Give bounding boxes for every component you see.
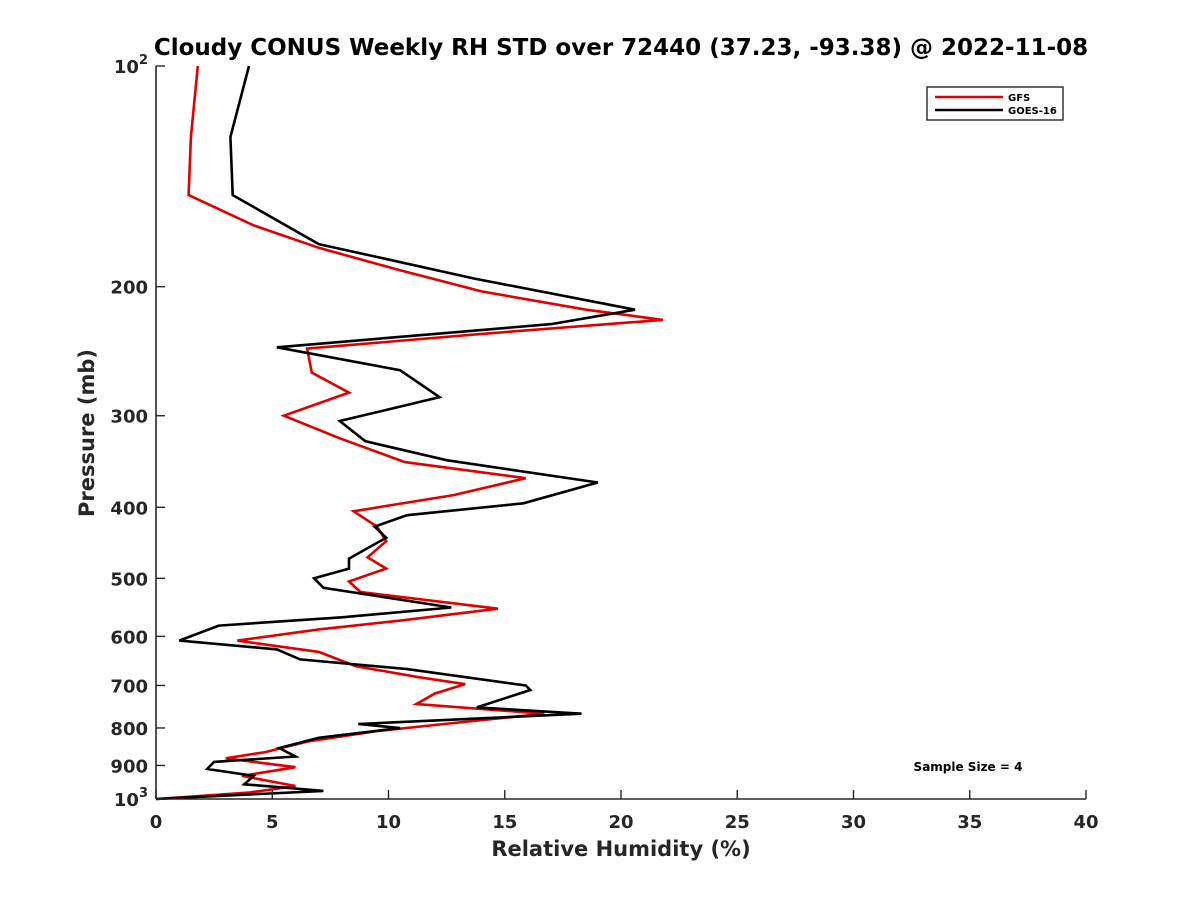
x-tick-label: 10 xyxy=(376,812,401,833)
y-ticks: 102 200 300 400 500 600 700 800 900 103 xyxy=(110,53,165,811)
x-ticks: 0 5 10 15 20 25 30 35 40 xyxy=(150,790,1099,833)
y-tick-label: 500 xyxy=(110,569,148,590)
legend-label-goes16: GOES-16 xyxy=(1008,106,1057,117)
x-tick-label: 15 xyxy=(492,812,517,833)
y-tick-label: 600 xyxy=(110,627,148,648)
x-tick-label: 5 xyxy=(266,812,279,833)
legend-box xyxy=(926,86,1064,121)
x-tick-label: 0 xyxy=(150,812,163,833)
series-line-gfs xyxy=(155,65,664,801)
x-tick-label: 40 xyxy=(1073,812,1098,833)
legend-label-gfs: GFS xyxy=(1008,93,1030,104)
series-line-goes16 xyxy=(155,65,636,801)
chart-title: Cloudy CONUS Weekly RH STD over 72440 (3… xyxy=(154,35,1088,61)
y-tick-label: 103 xyxy=(114,786,148,811)
y-tick-label: 300 xyxy=(110,407,148,428)
y-tick-label: 900 xyxy=(110,756,148,777)
x-tick-label: 35 xyxy=(957,812,982,833)
x-tick-label: 25 xyxy=(725,812,750,833)
y-axis-label: Pressure (mb) xyxy=(75,349,99,517)
x-tick-label: 30 xyxy=(841,812,866,833)
y-tick-label: 200 xyxy=(110,278,148,299)
x-tick-label: 20 xyxy=(608,812,633,833)
y-tick-label: 400 xyxy=(110,498,148,519)
y-tick-label: 800 xyxy=(110,719,148,740)
y-tick-label: 102 xyxy=(114,53,148,78)
legend: GFS GOES-16 xyxy=(926,86,1064,121)
sample-size-annotation: Sample Size = 4 xyxy=(914,760,1023,774)
y-tick-label: 700 xyxy=(110,676,148,697)
plot-lines xyxy=(155,65,664,801)
x-axis-label: Relative Humidity (%) xyxy=(491,837,750,861)
